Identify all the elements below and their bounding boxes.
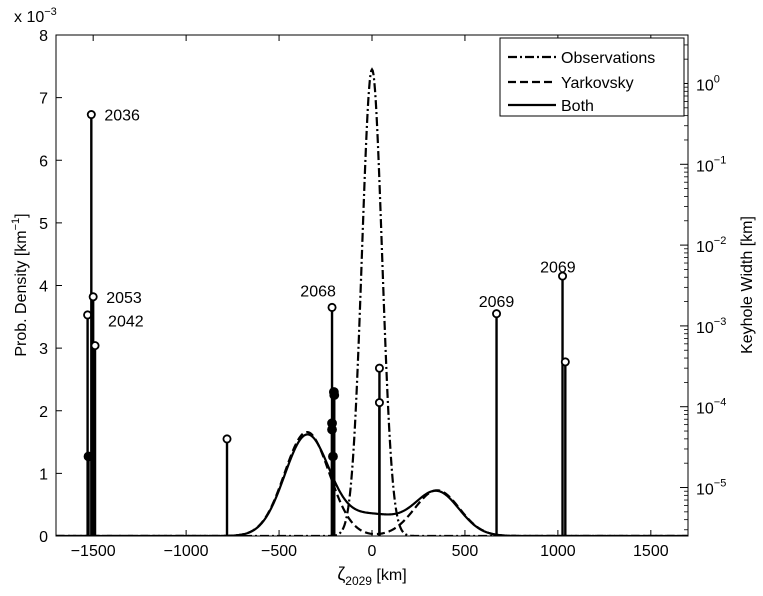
y-right-tick-label: 100 (696, 73, 720, 94)
y-right-tick-base: 10 (696, 320, 714, 337)
x-axis: −1500 −1000 −500 0 500 1000 1500 (71, 35, 669, 560)
y-right-tick-label: 10−1 (696, 154, 726, 175)
y-left-tick-label: 1 (39, 466, 48, 483)
year-label: 2053 (106, 290, 142, 307)
y-right-tick-exp: 0 (714, 73, 720, 85)
x-tick-label: −1500 (71, 543, 116, 560)
keyhole-marker (374, 363, 384, 373)
xlabel-main: ζ (337, 564, 345, 584)
x-axis-title: ζ2029 [km] (337, 564, 406, 588)
y-axis-left: 0 1 2 3 4 5 6 7 8 (39, 28, 62, 546)
keyhole-marker (327, 302, 337, 312)
keyhole-marker (560, 357, 570, 367)
x-tick-label: 1500 (633, 543, 669, 560)
y-left-tick-label: 2 (39, 404, 48, 421)
keyhole-marker (374, 398, 384, 408)
y-right-tick-base: 10 (696, 401, 714, 418)
xlabel-sub: 2029 (345, 574, 372, 588)
y-left-tick-label: 4 (39, 279, 48, 296)
ylabel-left-end: ] (13, 213, 30, 217)
keyhole-marker (88, 292, 98, 302)
year-label: 2069 (479, 294, 515, 311)
x-tick-label: 500 (452, 543, 479, 560)
keyhole-marker (222, 434, 232, 444)
y-right-tick-base: 10 (696, 77, 714, 94)
legend-label-observations: Observations (561, 50, 655, 67)
ylabel-left-sup: −1 (10, 218, 22, 231)
legend-label-yarkovsky: Yarkovsky (561, 75, 634, 92)
y-right-tick-base: 10 (696, 158, 714, 175)
y-left-tick-label: 5 (39, 216, 48, 233)
legend-label-both: Both (561, 98, 594, 115)
y-right-tick-base: 10 (696, 239, 714, 256)
keyhole-stems (83, 110, 570, 536)
legend: Observations Yarkovsky Both (499, 37, 685, 117)
y-right-tick-exp: −2 (714, 235, 727, 247)
y-right-tick-label: 10−4 (696, 397, 726, 418)
multiplier-exp: −3 (44, 6, 57, 18)
series-both (56, 433, 688, 536)
keyhole-marker (492, 309, 502, 319)
x-tick-label: −1000 (164, 543, 209, 560)
series-observations (56, 67, 688, 536)
x-tick-label: 1000 (540, 543, 576, 560)
y-multiplier: x 10−3 (14, 6, 57, 26)
x-tick-label: −500 (261, 543, 297, 560)
y-right-tick-exp: −4 (714, 397, 727, 409)
y-right-tick-label: 10−3 (696, 316, 726, 337)
xlabel-unit: [km] (372, 567, 407, 584)
y-axis-left-title: Prob. Density [km−1] (10, 213, 30, 356)
y-axis-right-title: Keyhole Width [km] (739, 216, 756, 354)
y-right-tick-exp: −5 (714, 478, 727, 490)
ylabel-left-main: Prob. Density [km (13, 230, 30, 356)
year-label: 2036 (104, 108, 140, 125)
y-left-tick-label: 3 (39, 341, 48, 358)
keyhole-marker-filled (329, 390, 340, 400)
keyhole-marker (558, 271, 568, 281)
y-right-tick-label: 10−2 (696, 235, 726, 256)
year-label: 2068 (300, 284, 336, 301)
y-left-tick-label: 6 (39, 153, 48, 170)
year-label: 2069 (540, 260, 576, 277)
y-left-tick-label: 7 (39, 91, 48, 108)
year-label: 2042 (108, 314, 144, 331)
y-right-tick-label: 10−5 (696, 478, 726, 499)
x-tick-label: 0 (368, 543, 377, 560)
multiplier-base: x 10 (14, 9, 44, 26)
y-right-tick-exp: −1 (714, 154, 727, 166)
y-right-tick-base: 10 (696, 482, 714, 499)
year-annotations: 2036 2053 2042 2068 2069 2069 (104, 108, 575, 331)
keyhole-marker (90, 341, 100, 351)
y-right-tick-exp: −3 (714, 316, 727, 328)
keyhole-marker (86, 110, 96, 120)
y-left-tick-label: 8 (39, 28, 48, 45)
y-left-tick-label: 0 (39, 529, 48, 546)
legend-box (499, 37, 685, 117)
